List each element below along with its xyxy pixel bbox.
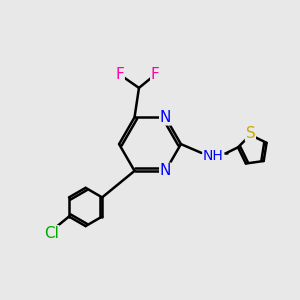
Text: N: N — [160, 110, 171, 125]
Text: S: S — [245, 126, 255, 141]
Text: NH: NH — [203, 149, 224, 164]
Text: Cl: Cl — [44, 226, 59, 241]
Text: F: F — [116, 67, 124, 82]
Text: F: F — [151, 67, 160, 82]
Text: N: N — [160, 164, 171, 178]
